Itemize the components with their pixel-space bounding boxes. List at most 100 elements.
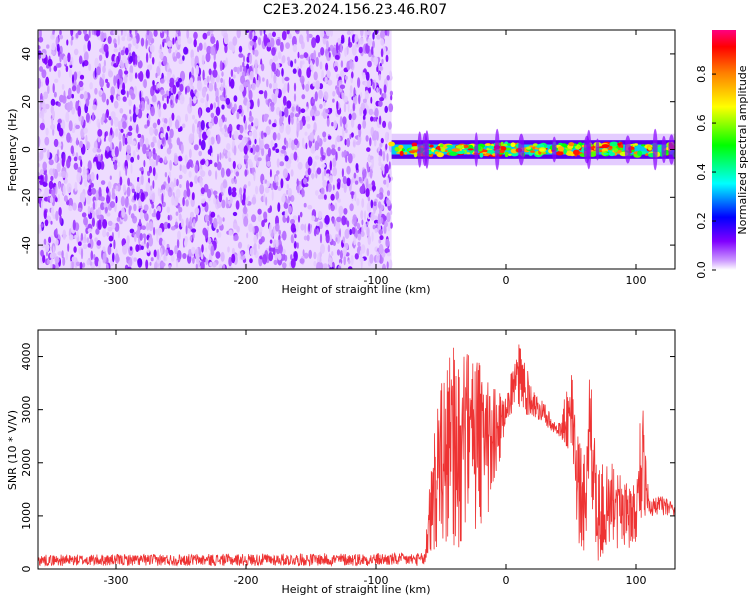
noise-speckle [235,200,240,210]
signal-blob [601,148,609,153]
noise-speckle [160,30,163,33]
noise-speckle [376,193,381,198]
noise-speckle [269,169,272,178]
noise-speckle [362,72,366,80]
y-tick-label: 1000 [20,502,33,530]
noise-speckle [185,217,189,227]
noise-speckle [254,49,259,57]
noise-speckle [288,141,292,149]
noise-speckle [46,44,50,49]
noise-speckle [58,127,64,137]
noise-speckle [57,251,63,256]
noise-speckle [79,93,84,100]
noise-speckle [149,191,152,197]
noise-speckle [71,74,75,84]
noise-speckle [48,180,54,190]
noise-speckle [303,177,308,185]
noise-speckle [50,175,54,182]
noise-speckle [185,199,189,207]
noise-speckle [281,67,284,77]
noise-speckle [148,114,151,122]
noise-speckle [150,106,156,117]
x-tick-label: 100 [626,274,647,287]
noise-speckle [110,127,113,136]
noise-speckle [194,207,200,215]
noise-speckle [373,201,377,207]
noise-speckle [265,125,271,136]
noise-speckle [334,54,340,60]
noise-speckle [106,263,109,269]
noise-speckle [134,233,137,243]
noise-speckle [281,30,287,41]
noise-speckle [153,30,158,37]
noise-speckle [117,95,121,102]
noise-speckle [231,106,236,114]
noise-speckle [379,253,382,264]
noise-speckle [154,261,158,269]
noise-speckle [54,154,58,163]
noise-speckle [288,138,292,143]
noise-speckle [386,75,390,81]
noise-speckle [380,38,385,46]
noise-speckle [290,169,294,177]
noise-speckle [143,78,148,89]
noise-speckle [259,30,263,36]
noise-speckle [290,223,296,233]
noise-speckle [52,214,56,220]
signal-spike [661,135,667,164]
signal-blob [404,151,408,155]
signal-blob [542,151,546,154]
noise-speckle [317,252,320,263]
noise-speckle [61,95,67,104]
noise-speckle [370,116,374,122]
noise-speckle [340,70,345,78]
noise-speckle [200,120,205,131]
noise-speckle [384,131,389,143]
noise-speckle [378,100,383,107]
noise-speckle [340,60,344,68]
noise-speckle [83,51,89,62]
noise-speckle [338,205,344,216]
noise-speckle [87,160,92,171]
noise-speckle [145,181,150,193]
noise-speckle [66,39,69,46]
noise-speckle [255,144,260,153]
noise-speckle [61,170,67,179]
noise-speckle [130,156,135,163]
noise-speckle [369,137,372,147]
noise-speckle [79,261,83,269]
noise-speckle [129,65,134,75]
noise-speckle [42,161,47,171]
noise-speckle [213,190,218,195]
noise-speckle [366,161,369,169]
noise-speckle [351,71,354,79]
noise-speckle [290,112,295,119]
noise-speckle [219,152,222,161]
noise-speckle [311,37,317,49]
noise-speckle [289,153,295,160]
noise-speckle [124,159,128,171]
noise-speckle [335,237,338,242]
noise-speckle [325,30,331,37]
noise-speckle [77,241,82,246]
noise-speckle [68,234,74,241]
noise-speckle [63,55,68,65]
noise-speckle [200,187,205,195]
noise-speckle [379,235,384,241]
noise-speckle [378,155,382,164]
noise-speckle [127,134,133,145]
noise-speckle [105,109,109,118]
noise-speckle [153,226,156,236]
noise-speckle [288,114,291,125]
noise-speckle [121,207,125,219]
noise-speckle [79,74,85,80]
noise-speckle [176,178,179,187]
x-tick-label: 100 [626,574,647,587]
noise-speckle [191,246,196,255]
noise-speckle [360,102,366,111]
noise-speckle [174,245,178,255]
noise-speckle [201,54,205,66]
signal-blob [451,148,461,152]
noise-speckle [172,84,177,95]
noise-speckle [359,37,364,45]
